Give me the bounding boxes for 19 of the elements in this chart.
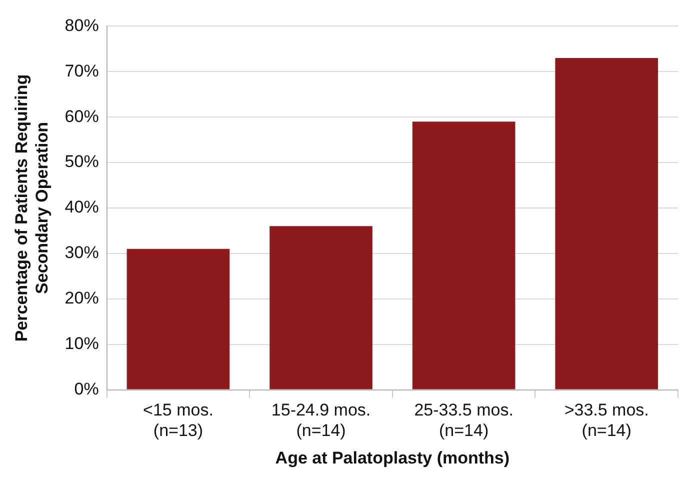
y-tick-label: 20% (64, 288, 99, 308)
y-tick-label: 0% (74, 379, 99, 398)
x-tick-label: 25-33.5 mos. (n=14) (414, 400, 514, 440)
y-tick-label: 40% (64, 198, 99, 217)
bar (126, 248, 230, 390)
y-tick-label: 60% (64, 106, 99, 126)
y-tick-label: 70% (64, 61, 99, 80)
bar (555, 58, 658, 390)
y-tick-label: 10% (64, 334, 99, 354)
bar (412, 122, 516, 390)
bar (270, 226, 372, 390)
y-tick-label: 50% (64, 152, 99, 172)
y-tick-label: 30% (64, 243, 99, 262)
x-tick-label: >33.5 mos. (n=14) (564, 400, 649, 440)
x-axis-title: Age at Palatoplasty (months) (275, 448, 510, 468)
y-axis-title: Percentage of Patients Requiring Secondary Operation (12, 74, 52, 342)
x-tick-label: <15 mos. (n=13) (143, 400, 214, 440)
x-tick-label: 15-24.9 mos. (n=14) (271, 400, 371, 440)
y-tick-label: 80% (64, 16, 99, 35)
